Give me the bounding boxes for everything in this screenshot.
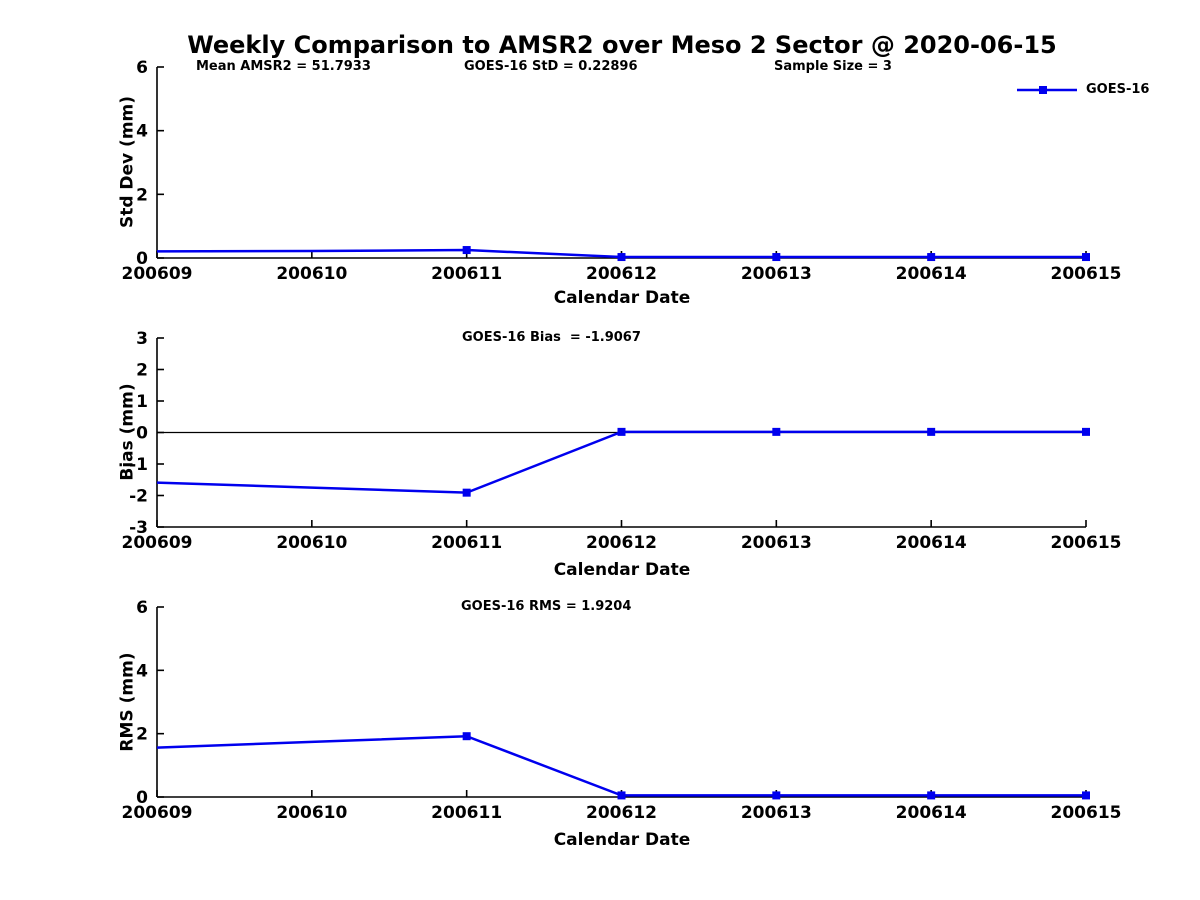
data-marker-goes-16: [617, 253, 626, 262]
data-marker-goes-16: [617, 791, 626, 800]
data-marker-goes-16: [462, 732, 471, 741]
legend-line-sample-icon: [1017, 85, 1077, 94]
x-tick-label: 200609: [122, 803, 193, 823]
y-tick-label: 6: [136, 598, 148, 618]
annotation-goes16-rms: GOES-16 RMS = 1.9204: [461, 599, 632, 614]
data-marker-goes-16: [462, 246, 471, 255]
data-marker-goes-16: [772, 791, 781, 800]
data-marker-goes-16: [1082, 427, 1090, 436]
x-tick-label: 200614: [896, 533, 967, 553]
chart-title: Weekly Comparison to AMSR2 over Meso 2 S…: [187, 31, 1057, 59]
x-tick-label: 200613: [741, 264, 812, 284]
data-marker-goes-16: [772, 427, 781, 436]
data-marker-goes-16: [1082, 253, 1090, 262]
x-tick-label: 200615: [1051, 264, 1122, 284]
data-marker-goes-16: [462, 488, 471, 497]
x-axis-label-1: Calendar Date: [553, 288, 691, 308]
annotation-goes16-bias: GOES-16 Bias = -1.9067: [462, 330, 641, 345]
x-tick-label: 200610: [276, 533, 347, 553]
data-marker-goes-16: [927, 427, 936, 436]
x-tick-label: 200611: [431, 533, 502, 553]
y-tick-label: 6: [136, 58, 148, 78]
x-axis-label-2: Calendar Date: [553, 560, 691, 580]
x-tick-label: 200610: [276, 803, 347, 823]
y-tick-label: 0: [136, 788, 148, 808]
legend-label: GOES-16: [1086, 82, 1150, 97]
x-tick-label: 200615: [1051, 533, 1122, 553]
legend: GOES-16: [1016, 82, 1149, 97]
data-marker-goes-16: [927, 253, 936, 262]
x-tick-label: 200611: [431, 803, 502, 823]
annotation-sample-size: Sample Size = 3: [774, 59, 892, 74]
x-tick-label: 200612: [586, 533, 657, 553]
data-marker-goes-16: [772, 253, 781, 262]
x-tick-label: 200609: [122, 264, 193, 284]
y-tick-label: 1: [136, 392, 148, 412]
annotation-mean-amsr2: Mean AMSR2 = 51.7933: [196, 59, 371, 74]
x-tick-label: 200615: [1051, 803, 1122, 823]
x-tick-label: 200612: [586, 803, 657, 823]
y-tick-label: 0: [136, 424, 148, 444]
x-tick-label: 200614: [896, 264, 967, 284]
data-line-goes-16: [156, 430, 1086, 494]
x-tick-label: 200614: [896, 803, 967, 823]
x-tick-label: 200609: [122, 533, 193, 553]
annotation-goes16-std: GOES-16 StD = 0.22896: [464, 59, 638, 74]
y-axis-label-rms: RMS (mm): [117, 652, 138, 752]
y-tick-label: 0: [136, 249, 148, 269]
data-line-goes-16: [156, 734, 1086, 797]
y-axis-label-bias: Bias (mm): [117, 383, 138, 481]
x-tick-label: 200613: [741, 533, 812, 553]
y-tick-label: -1: [129, 455, 148, 475]
y-tick-label: -2: [129, 487, 148, 507]
y-tick-label: 2: [136, 361, 148, 381]
y-tick-label: -3: [129, 518, 148, 538]
y-tick-label: 2: [136, 725, 148, 745]
data-marker-goes-16: [1082, 791, 1090, 800]
x-tick-label: 200613: [741, 803, 812, 823]
y-tick-label: 2: [136, 185, 148, 205]
y-axis-label-stddev: Std Dev (mm): [117, 95, 138, 229]
x-axis-label-3: Calendar Date: [553, 830, 691, 850]
data-marker-goes-16: [927, 791, 936, 800]
y-tick-label: 4: [136, 122, 148, 142]
y-tick-label: 4: [136, 661, 148, 681]
x-tick-label: 200611: [431, 264, 502, 284]
y-tick-label: 3: [136, 329, 148, 349]
x-tick-label: 200612: [586, 264, 657, 284]
x-tick-label: 200610: [276, 264, 347, 284]
data-marker-goes-16: [617, 427, 626, 436]
